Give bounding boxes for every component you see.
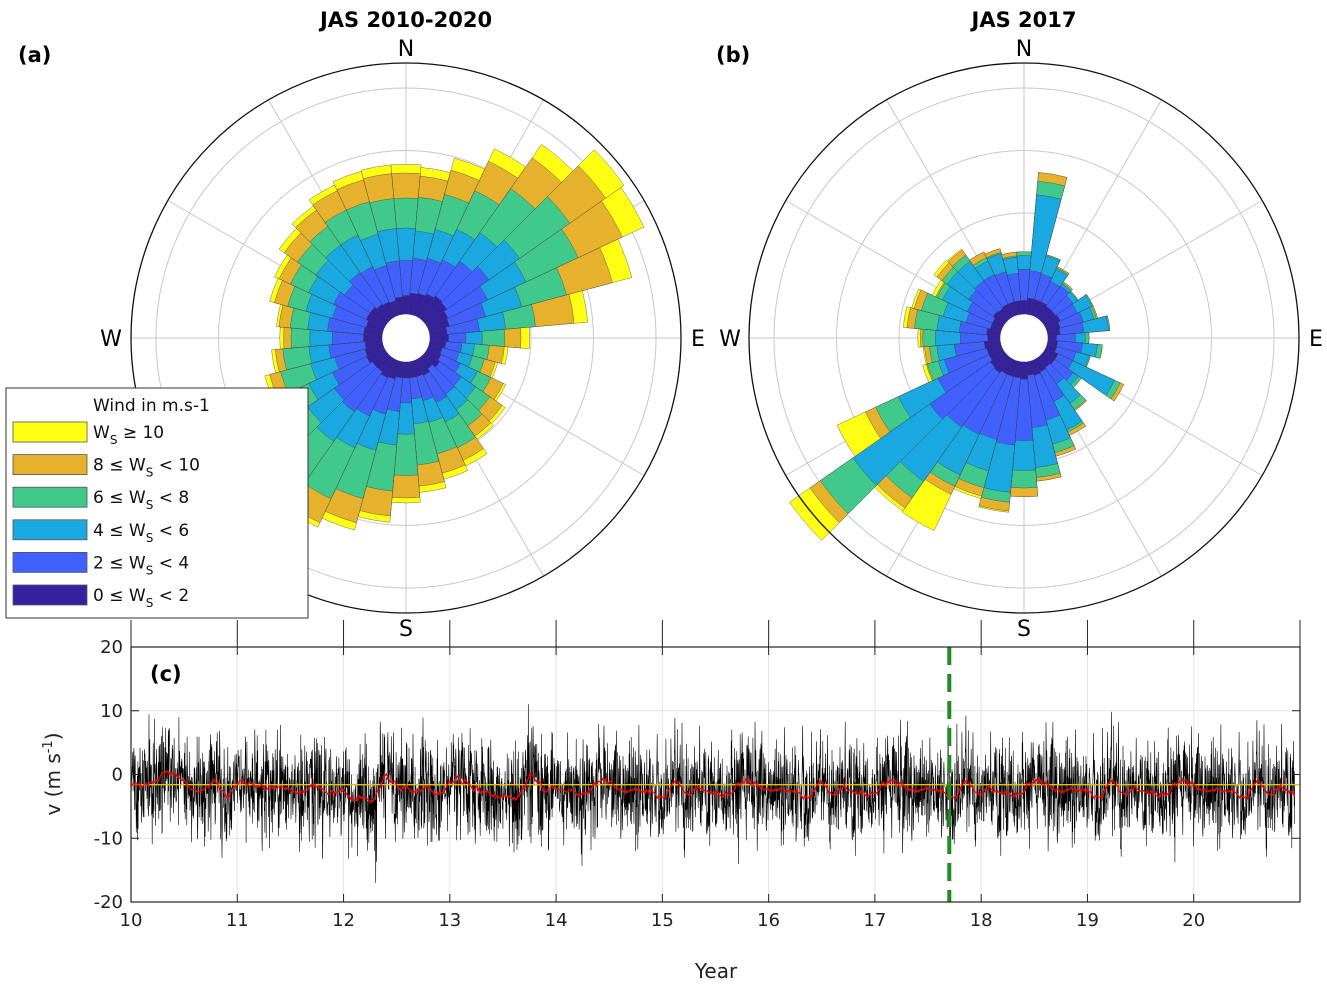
rose-a-east-label: E: [691, 327, 705, 352]
rose-a-hub: [382, 314, 430, 362]
x-tick-label: 20: [1182, 910, 1205, 931]
y-tick-label: 0: [112, 765, 123, 786]
y-tick-label: -20: [94, 892, 123, 913]
time-series-panel: 10 11 12 13 14 15 16 17 18 19 20 -20 -10 0 10 20: [94, 620, 1301, 931]
x-tick-label: 15: [651, 910, 674, 931]
hourly-wind-series: [130, 704, 1295, 883]
x-tick-label: 11: [226, 910, 249, 931]
rose-a-north-label: N: [398, 37, 414, 62]
wind-rose-b: [748, 62, 1300, 614]
rose-a-west-label: W: [100, 327, 122, 352]
x-tick-label: 12: [332, 910, 355, 931]
time-series-data: [130, 647, 1300, 902]
panel-label-b: (b): [716, 43, 750, 67]
y-tick-label: 10: [100, 701, 123, 722]
legend-label-8-10: 8 ≤ WS < 10: [93, 456, 200, 480]
y-tick-label: 20: [100, 637, 123, 658]
legend-swatch-8-10: [12, 454, 88, 476]
legend-swatch-2-4: [12, 552, 88, 573]
y-axis-label-sup: -1: [41, 740, 56, 753]
legend-label-2-4: 2 ≤ WS < 4: [93, 553, 189, 577]
wind-rose-a: [130, 62, 682, 614]
legend-label-6-8: 6 ≤ WS < 8: [93, 488, 189, 512]
rose-b-west-label: W: [719, 327, 741, 352]
rose-b-hub: [1000, 314, 1048, 362]
legend-title: Wind in m.s-1: [93, 396, 210, 416]
legend-swatch-0-2: [12, 584, 88, 606]
legend-swatch-10+: [12, 421, 88, 443]
time-series-ticks: 10 11 12 13 14 15 16 17 18 19 20 -20 -10 0 10 20: [94, 620, 1301, 931]
x-tick-label: 14: [545, 910, 568, 931]
panel-label-c: (c): [150, 662, 182, 686]
y-axis-label-close: ): [41, 732, 65, 740]
x-tick-label: 13: [438, 910, 461, 931]
rose-b-north-label: N: [1016, 37, 1032, 62]
rose-b-outer-circle: [748, 62, 1300, 614]
panel-label-a: (a): [18, 43, 51, 67]
y-tick-label: -10: [94, 828, 123, 849]
legend-label-10+: WS ≥ 10: [93, 423, 164, 447]
rose-b-south-label: S: [1017, 617, 1031, 642]
legend-label-4-6: 4 ≤ WS < 6: [93, 521, 189, 545]
legend-items: WS ≥ 10 8 ≤ WS < 10 6 ≤ WS < 8 4 ≤ WS < 6 2 …: [12, 421, 200, 610]
smoothed-wind-series: [130, 770, 1296, 804]
rose-a-south-label: S: [399, 617, 413, 642]
x-axis-label: Year: [694, 959, 738, 983]
rose-a-outer-circle: [130, 62, 682, 614]
legend: Wind in m.s-1 WS ≥ 10 8 ≤ WS < 10 6 ≤ WS <…: [5, 387, 309, 619]
x-tick-label: 17: [863, 910, 886, 931]
x-tick-label: 18: [970, 910, 993, 931]
legend-swatch-6-8: [12, 486, 88, 508]
rose-b-title: JAS 2017: [970, 8, 1077, 32]
y-axis-label: v (m s-1): [41, 732, 65, 815]
legend-swatch-4-6: [12, 519, 88, 541]
y-axis-label-main: v (m s: [41, 753, 65, 815]
x-tick-label: 19: [1076, 910, 1099, 931]
rose-b-east-label: E: [1309, 327, 1323, 352]
legend-label-0-2: 0 ≤ WS < 2: [93, 586, 189, 610]
rose-a-title: JAS 2010-2020: [318, 8, 492, 32]
x-tick-label: 16: [757, 910, 780, 931]
x-tick-label: 10: [120, 910, 143, 931]
